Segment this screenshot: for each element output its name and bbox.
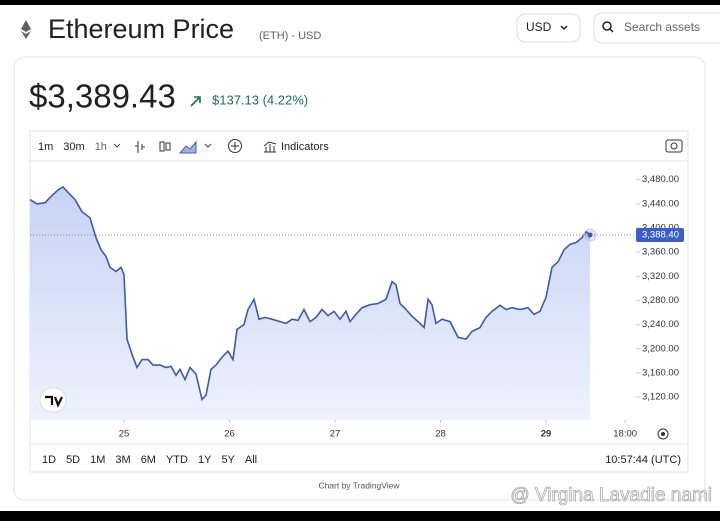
candles-icon[interactable]	[165, 142, 171, 151]
top-bar	[0, 0, 720, 5]
ticker: (ETH) - USD	[259, 30, 321, 42]
x-tick-label: 29	[541, 429, 552, 440]
range-button[interactable]: 1D	[42, 454, 56, 466]
interval-caret[interactable]	[113, 143, 121, 148]
page-title: Ethereum Price	[48, 14, 234, 44]
y-tick-label: 3,480.00	[642, 174, 679, 185]
range-button[interactable]: 1M	[90, 454, 105, 466]
tv-logo	[45, 395, 63, 408]
search-icon	[609, 28, 614, 33]
y-tick-label: 3,280.00	[642, 295, 679, 306]
x-tick-label: 18:00	[613, 429, 637, 440]
settings-icon[interactable]	[657, 428, 669, 440]
range-button[interactable]: YTD	[166, 454, 188, 466]
x-tick-label: 25	[119, 429, 130, 440]
plot: 3,120.00 3,160.00 3,200.00 3,240.00 3,280.00…	[29, 174, 684, 440]
indicators-icon[interactable]	[263, 141, 277, 153]
snapshot-icon[interactable]	[670, 142, 678, 150]
search-placeholder[interactable]: Search assets	[624, 20, 700, 34]
range-button[interactable]: 5D	[66, 454, 80, 466]
y-tick-label: 3,360.00	[642, 247, 679, 258]
last-point	[587, 232, 593, 238]
range-button[interactable]: All	[245, 454, 257, 466]
bottom-bar	[0, 511, 720, 521]
interval[interactable]: 30m	[63, 141, 84, 153]
y-tick-label: 3,440.00	[642, 198, 679, 209]
snapshot-icon[interactable]	[665, 139, 683, 153]
x-tick-label: 27	[330, 429, 341, 440]
y-tick-label: 3,200.00	[642, 343, 679, 354]
price-line	[29, 185, 591, 402]
current-price: $3,389.43	[29, 78, 176, 115]
y-tick-label: 3,240.00	[642, 319, 679, 330]
clock: 10:57:44 (UTC)	[605, 454, 681, 466]
eth-icon	[21, 20, 31, 39]
price-change: $137.13 (4.22%)	[212, 92, 308, 107]
x-tick-label: 26	[224, 429, 235, 440]
candles-icon[interactable]	[159, 141, 165, 152]
compare-icon[interactable]	[231, 142, 239, 150]
up-arrow	[190, 96, 201, 107]
range-button[interactable]: 5Y	[221, 454, 235, 466]
indicators[interactable]: Indicators	[281, 141, 329, 153]
caret	[560, 25, 568, 31]
style-caret[interactable]	[204, 143, 212, 148]
range-button[interactable]: 3M	[115, 454, 130, 466]
watermark: @ Virgina Lavadie nami	[510, 485, 712, 506]
bars-icon[interactable]	[135, 141, 145, 153]
area	[30, 187, 590, 420]
credit: Chart by TradingView	[318, 480, 400, 490]
interval[interactable]: 1h	[95, 141, 107, 153]
range-button[interactable]: 6M	[141, 454, 156, 466]
interval[interactable]: 1m	[38, 141, 53, 153]
last-price-box	[636, 228, 684, 243]
area-icon[interactable]	[178, 140, 197, 154]
compare-icon[interactable]	[228, 139, 242, 153]
x-tick-label: 28	[435, 429, 446, 440]
settings-icon	[661, 432, 665, 436]
search-icon	[602, 21, 612, 31]
y-tick-label: 3,160.00	[642, 367, 679, 378]
currency-select[interactable]	[516, 13, 581, 43]
search-box[interactable]	[593, 12, 720, 44]
currency[interactable]: USD	[526, 20, 552, 34]
y-tick-label: 3,320.00	[642, 271, 679, 282]
range-button[interactable]: 1Y	[198, 454, 212, 466]
last-price-label: 3,388.40	[642, 230, 679, 241]
y-tick-label: 3,120.00	[642, 392, 679, 403]
